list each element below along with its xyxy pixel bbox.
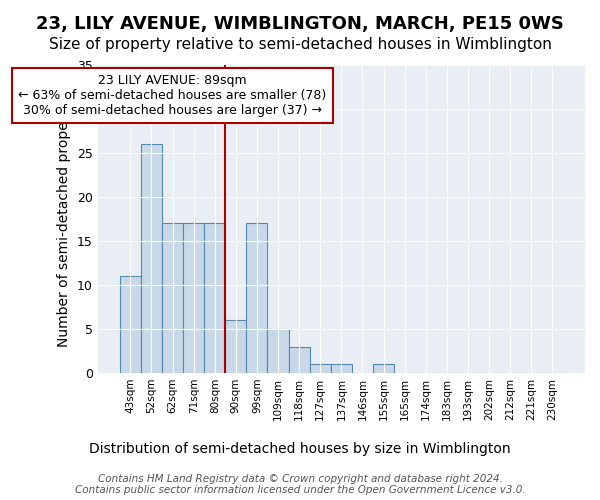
Bar bbox=[162, 224, 183, 373]
Text: 23 LILY AVENUE: 89sqm
← 63% of semi-detached houses are smaller (78)
30% of semi: 23 LILY AVENUE: 89sqm ← 63% of semi-deta… bbox=[19, 74, 326, 117]
Bar bbox=[141, 144, 162, 373]
Text: Contains public sector information licensed under the Open Government Licence v3: Contains public sector information licen… bbox=[74, 485, 526, 495]
Bar bbox=[247, 224, 268, 373]
Bar bbox=[268, 329, 289, 373]
Bar bbox=[331, 364, 352, 373]
Bar bbox=[373, 364, 394, 373]
Text: Distribution of semi-detached houses by size in Wimblington: Distribution of semi-detached houses by … bbox=[89, 442, 511, 456]
Y-axis label: Number of semi-detached properties: Number of semi-detached properties bbox=[58, 91, 71, 347]
Bar bbox=[289, 346, 310, 373]
Text: Contains HM Land Registry data © Crown copyright and database right 2024.: Contains HM Land Registry data © Crown c… bbox=[98, 474, 502, 484]
Bar bbox=[183, 224, 204, 373]
Bar bbox=[120, 276, 141, 373]
Bar bbox=[225, 320, 247, 373]
Text: Size of property relative to semi-detached houses in Wimblington: Size of property relative to semi-detach… bbox=[49, 38, 551, 52]
Text: 23, LILY AVENUE, WIMBLINGTON, MARCH, PE15 0WS: 23, LILY AVENUE, WIMBLINGTON, MARCH, PE1… bbox=[36, 15, 564, 33]
Bar bbox=[204, 224, 225, 373]
Bar bbox=[310, 364, 331, 373]
